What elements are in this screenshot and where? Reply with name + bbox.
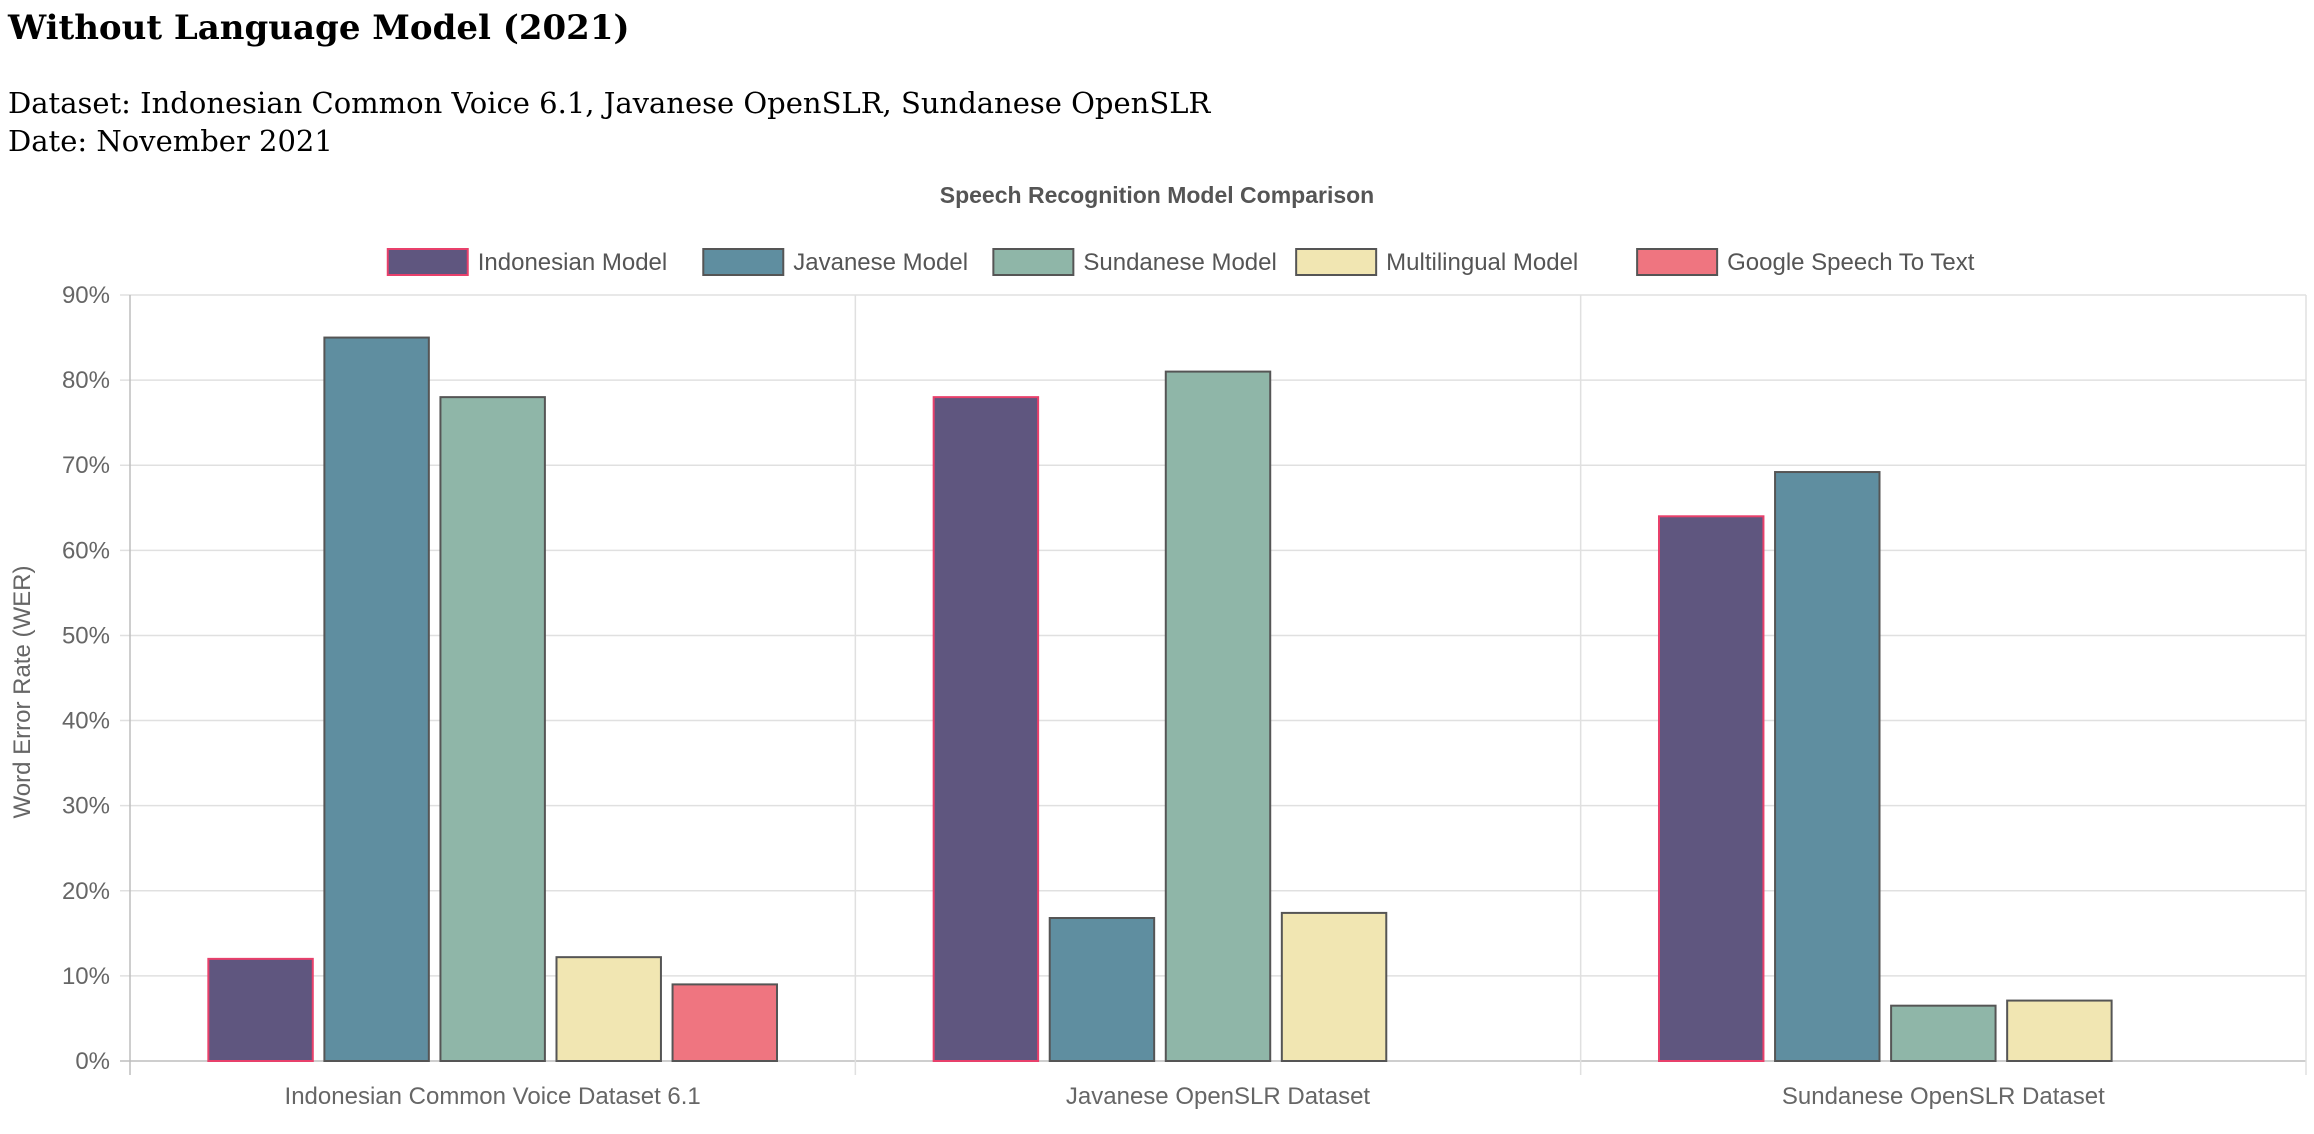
bar xyxy=(671,983,778,1063)
bar xyxy=(1280,911,1388,1063)
y-tick-label: 30% xyxy=(62,793,110,820)
y-tick-label: 80% xyxy=(62,367,110,394)
bar xyxy=(1774,471,1881,1062)
legend-item: Multilingual Model xyxy=(1295,248,1578,276)
chart-legend: Indonesian Model Javanese Model Sundanese … xyxy=(386,248,1975,276)
y-tick-label: 10% xyxy=(62,963,110,990)
x-tick-label: Javanese OpenSLR Dataset xyxy=(1066,1083,1371,1110)
y-tick-label: 60% xyxy=(62,537,110,564)
date-line: Date: November 2021 xyxy=(8,124,333,158)
legend-item: Indonesian Model xyxy=(386,248,667,276)
bar xyxy=(207,957,314,1062)
legend-swatch xyxy=(702,248,785,276)
chart-axes: 0% 10% 20% 30% 40% 50% 60% 70% 80% 90% Indonesian … xyxy=(62,282,2105,1110)
y-tick-label: 70% xyxy=(62,452,110,479)
legend-swatch xyxy=(386,248,469,276)
legend-item: Google Speech To Text xyxy=(1636,248,1975,276)
y-tick-label: 0% xyxy=(75,1048,110,1075)
bar xyxy=(1164,370,1272,1063)
page-title: Without Language Model (2021) xyxy=(8,8,630,48)
bar xyxy=(2006,999,2113,1062)
y-tick-label: 20% xyxy=(62,878,110,905)
legend-item: Sundanese Model xyxy=(992,248,1277,276)
legend-label: Sundanese Model xyxy=(1083,249,1276,276)
bar xyxy=(932,396,1040,1062)
chart-bars xyxy=(207,336,2113,1063)
x-tick-label: Indonesian Common Voice Dataset 6.1 xyxy=(285,1083,701,1110)
y-tick-label: 50% xyxy=(62,622,110,649)
y-axis-title: Word Error Rate (WER) xyxy=(9,566,36,819)
chart-title: Speech Recognition Model Comparison xyxy=(940,182,1374,208)
legend-label: Google Speech To Text xyxy=(1727,249,1975,276)
x-tick-label: Sundanese OpenSLR Dataset xyxy=(1782,1083,2105,1110)
y-tick-label: 40% xyxy=(62,708,110,735)
legend-label: Javanese Model xyxy=(793,249,968,276)
legend-item: Javanese Model xyxy=(702,248,968,276)
bar xyxy=(555,956,662,1062)
dataset-line: Dataset: Indonesian Common Voice 6.1, Ja… xyxy=(8,86,1211,120)
bar xyxy=(439,396,546,1062)
legend-swatch xyxy=(992,248,1075,276)
bar xyxy=(1048,917,1156,1062)
legend-label: Multilingual Model xyxy=(1386,249,1578,276)
legend-swatch xyxy=(1636,248,1719,276)
legend-swatch xyxy=(1295,248,1378,276)
legend-label: Indonesian Model xyxy=(478,249,667,276)
bar xyxy=(323,336,430,1062)
bar xyxy=(1658,515,1765,1062)
bar xyxy=(1890,1004,1997,1063)
y-tick-label: 90% xyxy=(62,282,110,309)
